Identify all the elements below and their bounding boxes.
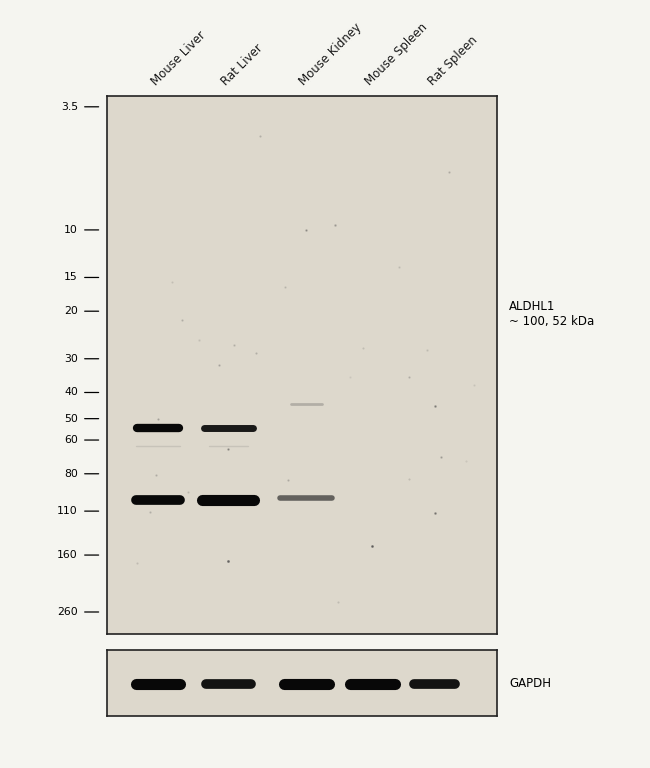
Text: Rat Liver: Rat Liver bbox=[219, 41, 265, 88]
Text: 50: 50 bbox=[64, 414, 78, 424]
Text: Rat Spleen: Rat Spleen bbox=[426, 34, 480, 88]
Text: 3.5: 3.5 bbox=[61, 102, 78, 112]
Text: ALDHL1
~ 100, 52 kDa: ALDHL1 ~ 100, 52 kDa bbox=[509, 300, 594, 328]
Text: 260: 260 bbox=[57, 607, 78, 617]
Text: 80: 80 bbox=[64, 468, 78, 478]
Text: 30: 30 bbox=[64, 354, 78, 364]
Text: 40: 40 bbox=[64, 388, 78, 398]
Text: 110: 110 bbox=[57, 506, 78, 516]
Text: Mouse Spleen: Mouse Spleen bbox=[363, 21, 430, 88]
Text: 10: 10 bbox=[64, 225, 78, 235]
Text: GAPDH: GAPDH bbox=[509, 677, 551, 690]
Text: 15: 15 bbox=[64, 273, 78, 283]
Text: Mouse Liver: Mouse Liver bbox=[149, 28, 208, 88]
Text: 20: 20 bbox=[64, 306, 78, 316]
Text: Mouse Kidney: Mouse Kidney bbox=[297, 21, 364, 88]
Text: 60: 60 bbox=[64, 435, 78, 445]
Text: 160: 160 bbox=[57, 550, 78, 560]
